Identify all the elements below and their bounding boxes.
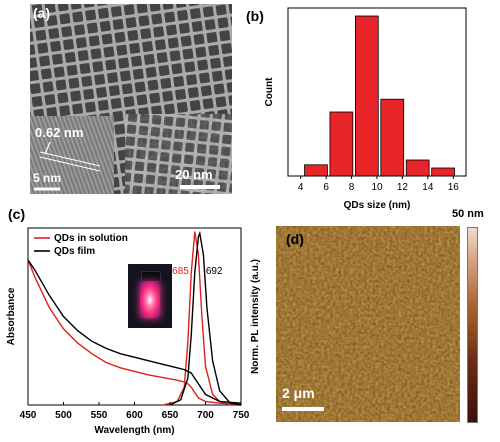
- x-tick-label: 10: [371, 182, 383, 193]
- lattice-spacing-label: 0.62 nm: [35, 125, 84, 140]
- peak-label: 692: [206, 266, 223, 277]
- histogram-bar: [304, 164, 328, 177]
- afm-scale-label: 2 μm: [282, 385, 315, 401]
- vial-glow: [140, 282, 160, 318]
- colorbar-max-label: 50 nm: [452, 208, 484, 220]
- y-axis-label: Absorbance: [6, 287, 17, 345]
- scale-bar-label: 20 nm: [175, 167, 213, 182]
- panel-label: (a): [33, 5, 51, 21]
- histogram-bar: [405, 159, 430, 177]
- histogram-bar: [354, 15, 379, 177]
- x-tick-label: 700: [197, 410, 214, 421]
- histogram-bar: [329, 111, 354, 177]
- panel-d: (d) 2 μm: [276, 226, 460, 422]
- absorbance-line: [27, 259, 242, 405]
- x-tick-label: 14: [422, 182, 434, 193]
- absorbance-line: [27, 259, 242, 404]
- colorbar: [467, 227, 478, 423]
- panel-c-label: (c): [8, 206, 26, 222]
- x-tick-label: 600: [126, 410, 143, 421]
- x-tick-label: 750: [233, 410, 250, 421]
- pl-line: [162, 231, 241, 406]
- vial-photo: [128, 264, 172, 328]
- x-tick-label: 12: [397, 182, 409, 193]
- inset-scale-label: 5 nm: [33, 171, 62, 185]
- x-tick-label: 16: [448, 182, 460, 193]
- panel-d-label: (d): [286, 231, 304, 247]
- x-tick-label: 500: [55, 410, 72, 421]
- spectra-chart: 450 500 550 600 650 700 750 Wavelength (nm) Abso…: [6, 227, 261, 436]
- size-histogram: 4 6 8 10 12 14 16 QDs size (nm) Count: [264, 7, 467, 210]
- panel-b-label: (b): [246, 8, 264, 24]
- legend-label: QDs in solution: [54, 233, 128, 244]
- x-tick-label: 450: [20, 410, 37, 421]
- pl-line: [169, 230, 242, 406]
- x-tick-label: 4: [298, 182, 304, 193]
- vial-cap: [141, 271, 161, 282]
- x-tick-label: 650: [162, 410, 179, 421]
- x-tick-label: 8: [349, 182, 355, 193]
- x-axis-label: QDs size (nm): [344, 200, 411, 210]
- x-tick-label: 550: [91, 410, 108, 421]
- hrtem-inset: [30, 116, 114, 194]
- tem-image: [30, 4, 232, 194]
- x-tick-label: 6: [323, 182, 329, 193]
- afm-image: [276, 226, 460, 422]
- y-axis-label-right: Norm. PL intensity (a.u.): [250, 259, 261, 374]
- x-axis-label: Wavelength (nm): [94, 425, 174, 436]
- y-axis-label: Count: [264, 77, 275, 107]
- panel-a: (a) 0.62 nm 5 nm 20 nm: [30, 4, 232, 194]
- histogram-bar: [380, 98, 405, 177]
- legend-label: QDs film: [54, 246, 95, 257]
- histogram-bar: [431, 167, 455, 177]
- peak-label: 685: [172, 266, 189, 277]
